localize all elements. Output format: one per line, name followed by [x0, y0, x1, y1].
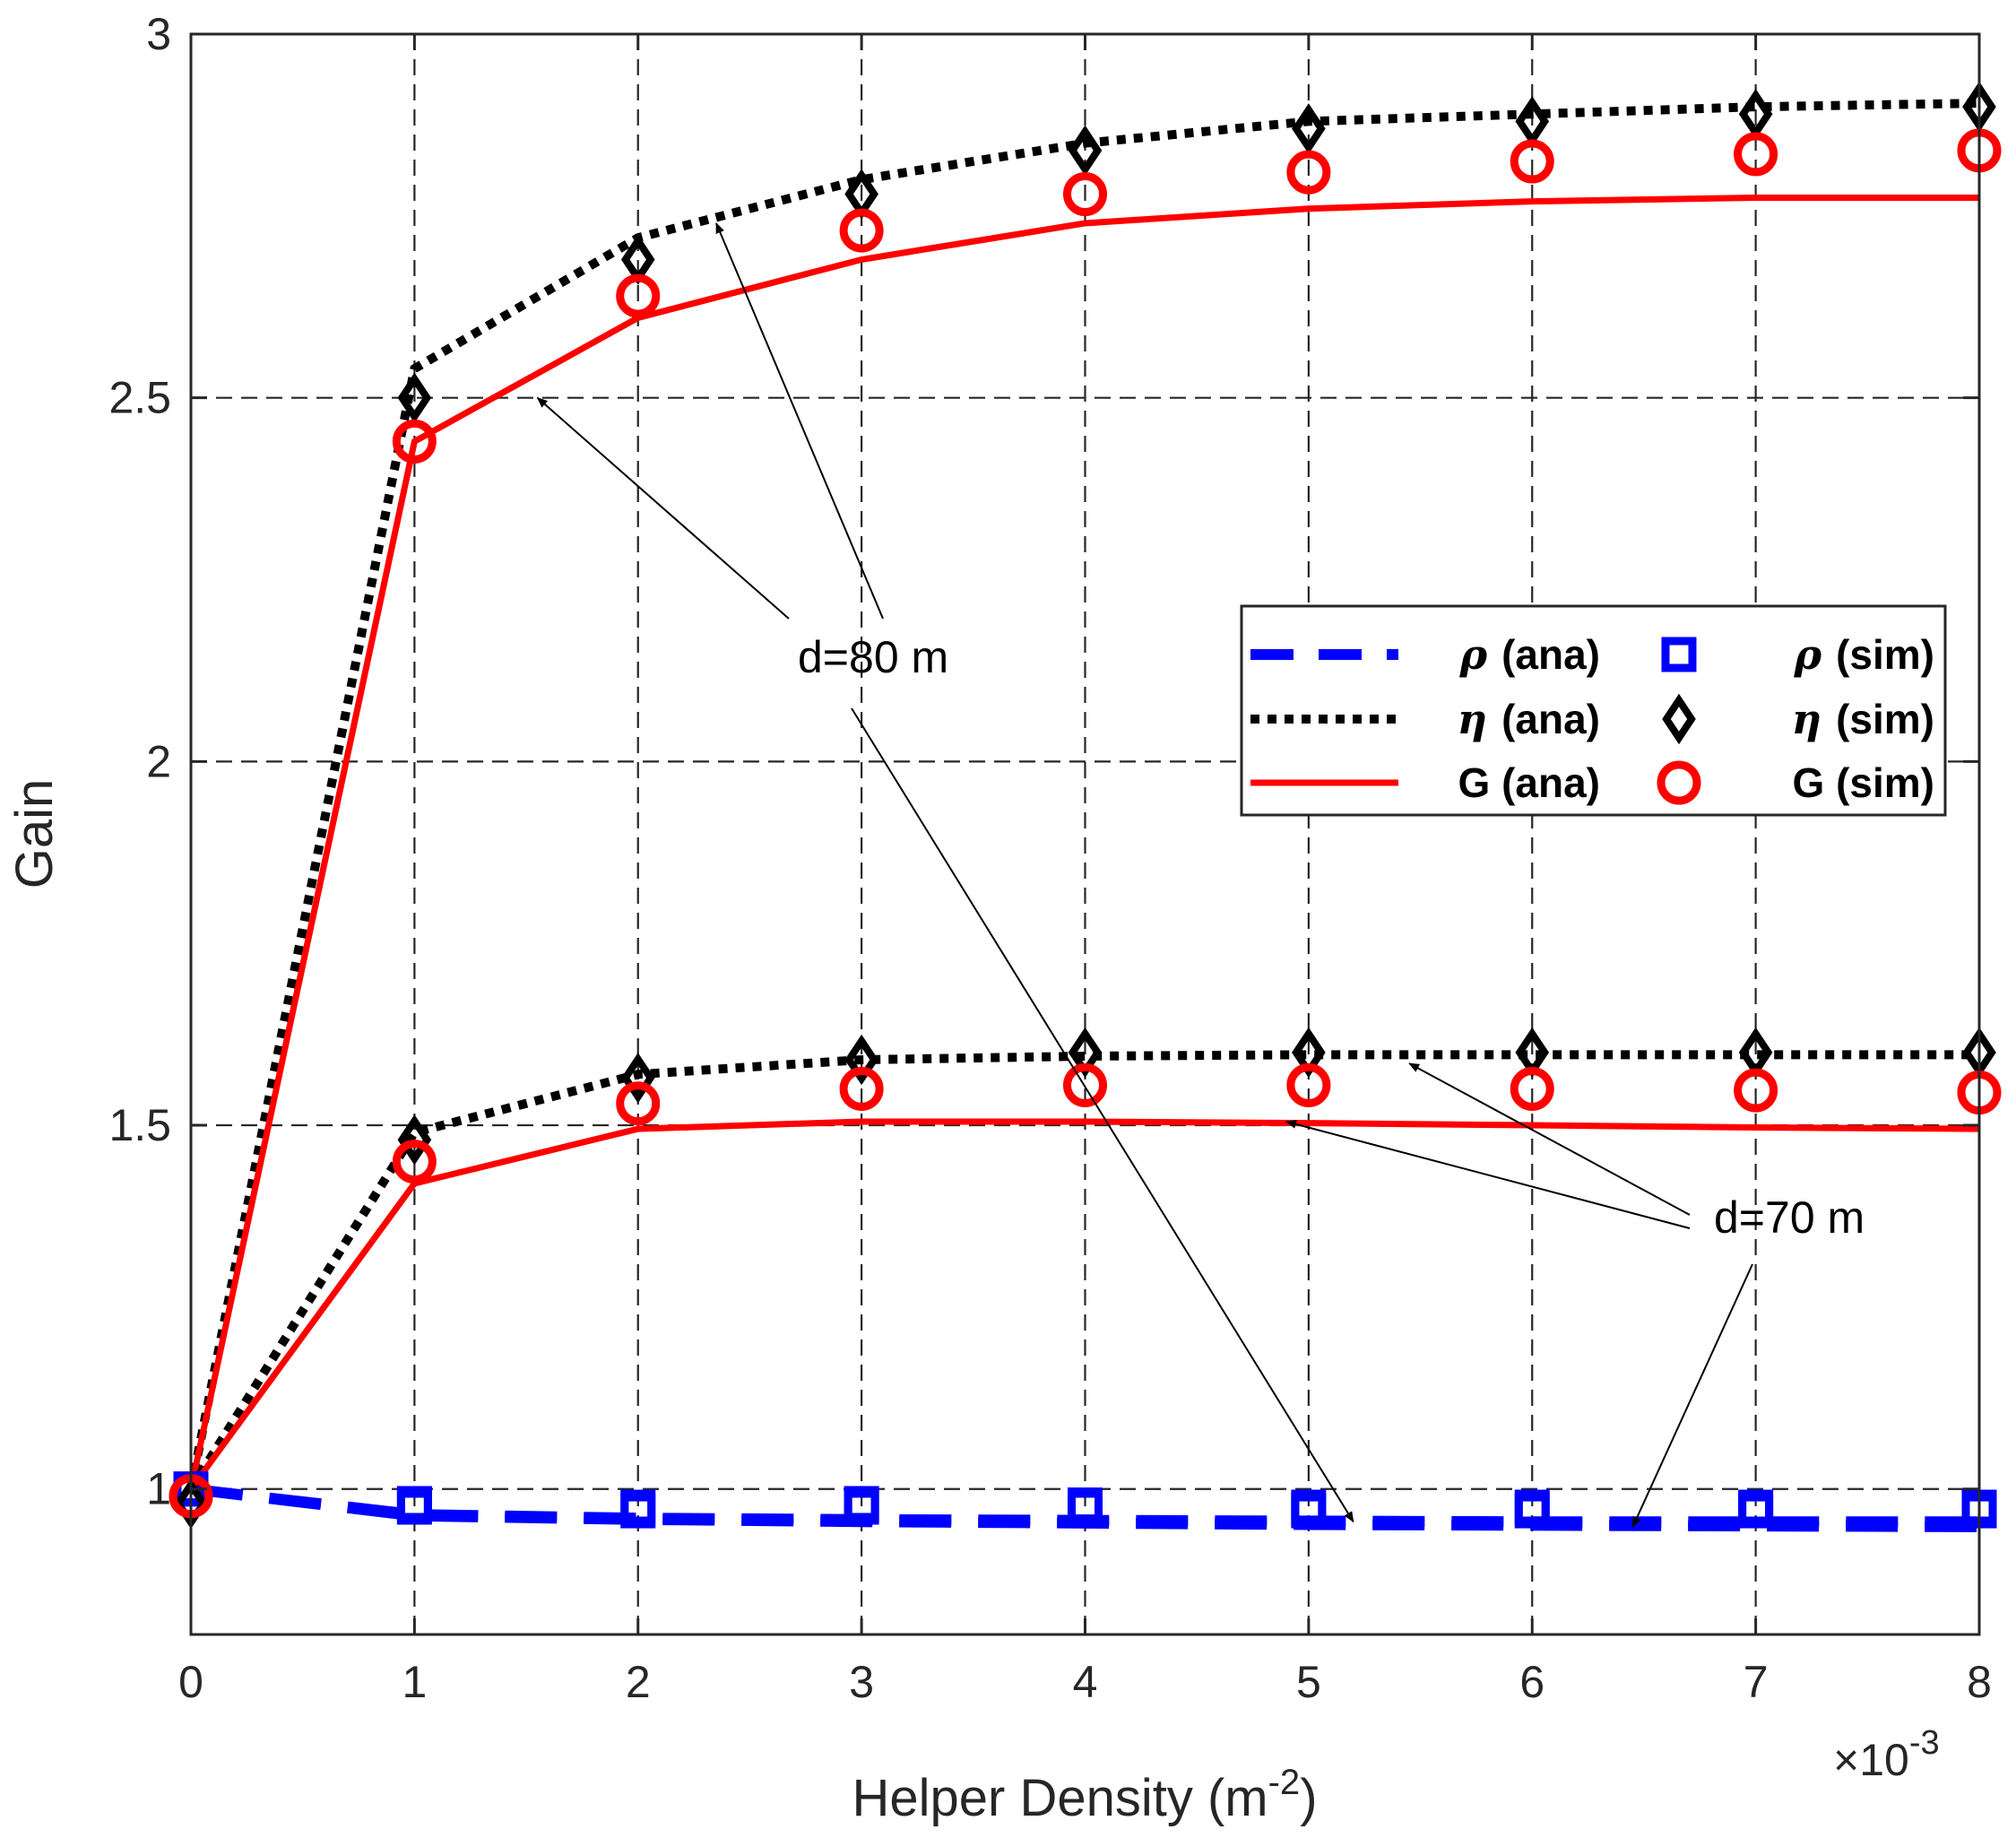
y-tick-label-1: 1.5 [108, 1100, 171, 1150]
legend-item-rho-sim: ρ (sim) [1661, 630, 1934, 679]
x-tick-label-0: 0 [178, 1657, 203, 1707]
legend-item-eta-ana-symbol: η [1458, 695, 1501, 743]
legend-item-eta-sim-text: (sim) [1836, 696, 1934, 742]
legend-item-G-sim-text: G (sim) [1793, 759, 1934, 806]
marker-G_sim_80-3 [839, 208, 884, 253]
legend-item-G-sim-label: G (sim) [1793, 759, 1934, 806]
marker-rho_sim_70-7 [1738, 1493, 1774, 1529]
y-tick-labels: 1 1.5 2 2.5 3 [108, 9, 171, 1514]
legend-item-eta-ana-label: η (ana) [1458, 695, 1600, 743]
y-tick-label-0: 1 [146, 1464, 171, 1514]
marker-rho_sim_70-5 [1291, 1493, 1327, 1529]
annotation-arrow-0-0 [536, 396, 790, 620]
x-tick-label-1: 1 [402, 1657, 427, 1707]
x-tick-label-7: 7 [1743, 1657, 1769, 1707]
legend-item-G-ana-label: G (ana) [1458, 759, 1600, 806]
legend-item-eta-ana-text: (ana) [1501, 696, 1600, 742]
x-tick-label-8: 8 [1967, 1657, 1992, 1707]
legend-item-G-sim: G (sim) [1657, 759, 1934, 806]
x-tick-labels: 0 1 2 3 4 5 6 7 8 [178, 1657, 1992, 1707]
legend-item-eta-sim: η (sim) [1662, 693, 1934, 745]
legend-item-eta-ana: η (ana) [1250, 695, 1600, 743]
annotation-d80: d=80 m [798, 632, 948, 682]
axis-ticks [189, 32, 1981, 1634]
annotation-arrow-1-0 [1408, 1062, 1691, 1216]
annotation-arrow-0-2 [851, 707, 1354, 1523]
legend-item-G-sim-swatch [1657, 760, 1701, 805]
legend-item-rho-sim-text: (sim) [1836, 631, 1934, 678]
x-axis-label: Helper Density (m-2) [852, 1763, 1317, 1827]
x-axis-multiplier: ×10-3 [1833, 1724, 1940, 1785]
legend-item-G-ana: G (ana) [1250, 759, 1600, 806]
marker-eta_sim_70-2 [620, 1053, 655, 1104]
y-tick-label-3: 2.5 [108, 373, 171, 423]
series-line-G_ana_80 [187, 195, 1979, 1490]
annotations: d=80 m d=70 m [536, 222, 1865, 1528]
marker-G_sim_70-2 [616, 1081, 661, 1126]
x-tick-label-2: 2 [626, 1657, 651, 1707]
marker-G_sim_70-4 [1063, 1062, 1107, 1107]
marker-G_sim_80-4 [1063, 172, 1107, 216]
marker-eta_sim_80-4 [1068, 125, 1103, 177]
x-tick-label-3: 3 [849, 1657, 874, 1707]
annotation-arrows [536, 222, 1753, 1528]
marker-rho_sim_70-6 [1514, 1493, 1550, 1529]
marker-eta_sim_70-3 [844, 1034, 878, 1086]
x-tick-label-6: 6 [1519, 1657, 1544, 1707]
y-tick-label-4: 3 [146, 9, 171, 59]
marker-eta_sim_70-1 [397, 1114, 432, 1166]
series-line-eta_ana_70 [186, 1050, 1979, 1492]
marker-G_sim_80-5 [1286, 150, 1331, 195]
marker-G_sim_70-1 [392, 1140, 437, 1184]
annotation-arrow-0-1 [715, 222, 884, 620]
legend-item-eta-sim-swatch [1662, 693, 1696, 745]
legend: ρ (ana) ρ (sim)η (ana) η (sim)G (ana) G (si… [1240, 604, 1947, 817]
annotation-d70: d=70 m [1714, 1192, 1865, 1243]
marker-rho_sim_70-2 [620, 1493, 656, 1529]
legend-item-rho-ana-label: ρ (ana) [1458, 630, 1600, 679]
marker-rho_sim_70-1 [396, 1489, 432, 1525]
marker-eta_sim_80-5 [1292, 103, 1326, 154]
marker-G_sim_80-6 [1510, 139, 1554, 184]
x-tick-label-5: 5 [1296, 1657, 1321, 1707]
marker-rho_sim_70-4 [1068, 1489, 1103, 1525]
x-tick-label-4: 4 [1073, 1657, 1098, 1707]
series-line-G_ana_70 [188, 1118, 1980, 1491]
legend-item-rho-ana: ρ (ana) [1250, 630, 1600, 679]
marker-G_sim_80-7 [1734, 132, 1778, 177]
marker-G_sim_70-3 [839, 1066, 884, 1111]
y-axis-label: Gain [5, 779, 64, 889]
marker-G_sim_80-2 [616, 273, 661, 318]
annotation-arrow-1-2 [1631, 1263, 1753, 1528]
legend-item-rho-ana-symbol: ρ [1458, 630, 1501, 679]
legend-item-rho-sim-swatch [1661, 637, 1697, 672]
marker-G_sim_80-1 [392, 419, 437, 464]
marker-G_sim_70-7 [1734, 1068, 1778, 1113]
legend-item-G-ana-text: G (ana) [1458, 759, 1600, 806]
marker-eta_sim_80-1 [397, 372, 432, 423]
marker-G_sim_70-5 [1286, 1062, 1331, 1107]
legend-item-eta-sim-symbol: η [1792, 695, 1836, 743]
annotation-arrow-1-1 [1285, 1119, 1691, 1229]
marker-rho_sim_70-3 [844, 1489, 879, 1525]
legend-item-rho-ana-text: (ana) [1501, 631, 1600, 678]
marker-G_sim_70-6 [1510, 1066, 1554, 1111]
legend-item-rho-sim-label: ρ (sim) [1793, 630, 1934, 679]
legend-item-eta-sim-label: η (sim) [1792, 695, 1934, 743]
series-line-eta_ana_80 [186, 99, 1980, 1490]
y-tick-label-2: 2 [146, 736, 171, 786]
legend-item-rho-sim-symbol: ρ [1793, 630, 1836, 679]
